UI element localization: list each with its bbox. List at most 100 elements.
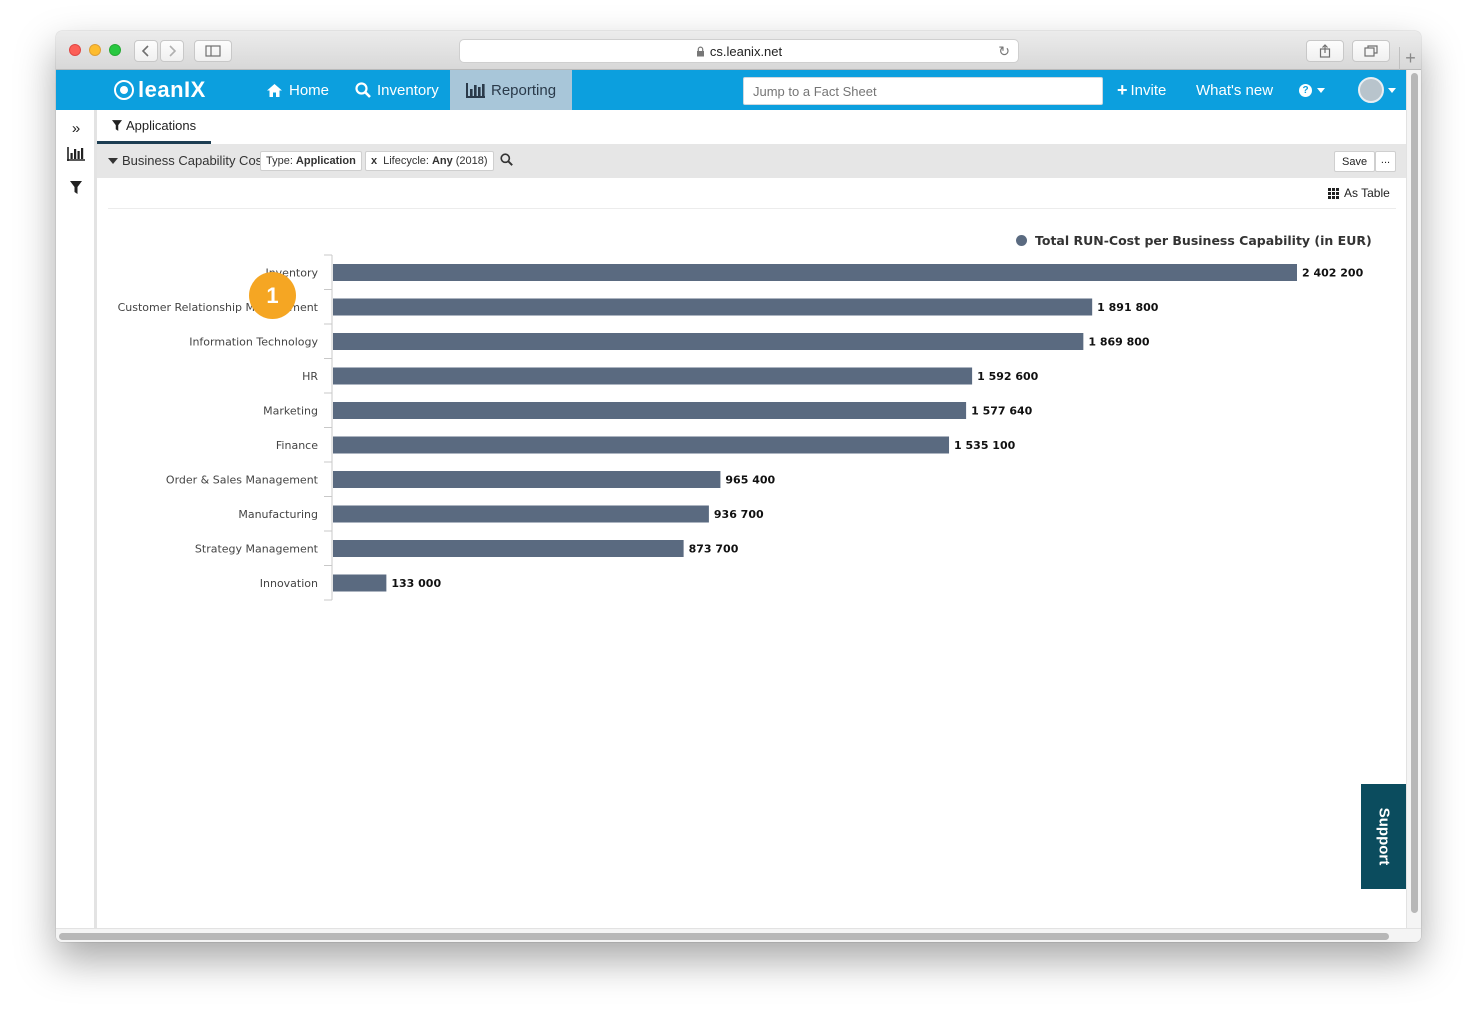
legend-marker xyxy=(1016,235,1027,246)
lifecycle-filter-chip[interactable]: x Lifecycle: Any (2018) xyxy=(365,151,494,171)
whats-new-label: What's new xyxy=(1196,81,1274,99)
whats-new-link[interactable]: What's new xyxy=(1196,70,1273,110)
bar-chart-icon xyxy=(466,82,485,98)
category-tick-label: Innovation xyxy=(260,577,318,590)
tabs-icon xyxy=(1364,45,1378,57)
bar[interactable] xyxy=(333,540,684,557)
reload-icon[interactable]: ↻ xyxy=(998,43,1010,59)
close-window-button[interactable] xyxy=(69,44,81,56)
bar-value-label: 1 891 800 xyxy=(1097,301,1159,314)
chevron-right-icon xyxy=(169,45,177,57)
nav-inventory[interactable]: Inventory xyxy=(355,70,439,110)
filter-icon xyxy=(112,120,122,131)
nav-home-label: Home xyxy=(289,81,330,99)
more-options-button[interactable]: ... xyxy=(1375,151,1396,172)
bar[interactable] xyxy=(333,402,967,419)
category-tick-label: Strategy Management xyxy=(195,543,319,556)
divider xyxy=(108,208,1396,209)
bar-value-label: 1 535 100 xyxy=(954,439,1016,452)
bar[interactable] xyxy=(333,505,709,523)
invite-label: Invite xyxy=(1130,81,1167,99)
report-content: Applications Business Capability Cost Ty… xyxy=(97,110,1406,928)
filter-icon[interactable] xyxy=(66,181,86,198)
back-button[interactable] xyxy=(134,40,158,62)
type-filter-label: Type: xyxy=(266,155,293,167)
share-icon xyxy=(1319,44,1331,58)
address-bar[interactable]: cs.leanix.net ↻ xyxy=(459,39,1019,63)
chart-legend[interactable]: Total RUN-Cost per Business Capability (… xyxy=(1016,233,1372,248)
help-menu[interactable]: ? xyxy=(1299,70,1325,110)
type-filter-chip[interactable]: Type: Application xyxy=(260,151,362,171)
expand-sidebar-icon[interactable]: » xyxy=(71,120,81,137)
sidebar-icon xyxy=(205,45,221,57)
jump-to-fact-sheet-input[interactable] xyxy=(743,77,1103,105)
category-tick-label: Manufacturing xyxy=(238,508,318,521)
new-tab-button[interactable]: + xyxy=(1399,47,1421,70)
bar-value-label: 873 700 xyxy=(689,543,739,556)
tab-applications-label: Applications xyxy=(126,118,197,133)
vertical-scroll-thumb[interactable] xyxy=(1411,73,1418,913)
type-filter-value: Application xyxy=(295,155,356,167)
bar[interactable] xyxy=(333,436,950,454)
search-icon[interactable] xyxy=(500,153,513,166)
caret-down-icon xyxy=(1317,87,1325,93)
lifecycle-filter-label: Lifecycle: xyxy=(383,155,429,167)
category-tick-label: Finance xyxy=(276,439,318,452)
share-button[interactable] xyxy=(1306,40,1344,62)
category-tick-label: Information Technology xyxy=(189,336,318,349)
as-table-toggle[interactable]: As Table xyxy=(1328,186,1390,200)
as-table-label: As Table xyxy=(1344,186,1390,200)
bar[interactable] xyxy=(333,367,973,385)
url-text: cs.leanix.net xyxy=(709,43,783,59)
bar[interactable] xyxy=(333,574,387,592)
support-tab[interactable]: Support xyxy=(1361,784,1406,889)
minimize-window-button[interactable] xyxy=(89,44,101,56)
category-tick-label: Marketing xyxy=(263,405,318,418)
table-grid-icon xyxy=(1328,187,1339,199)
bar[interactable] xyxy=(333,298,1093,316)
sidebar-toggle-button[interactable] xyxy=(194,40,232,62)
horizontal-scroll-thumb[interactable] xyxy=(59,933,1389,940)
tab-applications[interactable]: Applications xyxy=(97,110,211,144)
category-tick-label: Order & Sales Management xyxy=(166,474,319,487)
invite-button[interactable]: + Invite xyxy=(1117,70,1166,110)
step-badge: 1 xyxy=(249,272,296,319)
lifecycle-filter-value: Any xyxy=(431,155,453,167)
logo-text: leanIX xyxy=(138,77,206,102)
bar[interactable] xyxy=(333,471,721,488)
browser-titlebar: cs.leanix.net ↻ + xyxy=(56,31,1421,70)
bar-value-label: 965 400 xyxy=(725,474,775,487)
caret-down-icon[interactable] xyxy=(1388,88,1396,93)
remove-filter-icon[interactable]: x xyxy=(371,155,378,167)
horizontal-scrollbar[interactable] xyxy=(56,928,1421,942)
tabs-overview-button[interactable] xyxy=(1352,40,1390,62)
nav-home[interactable]: Home xyxy=(266,70,329,110)
bar[interactable] xyxy=(333,333,1084,350)
bar-chart-icon[interactable] xyxy=(66,147,86,165)
bar-value-label: 133 000 xyxy=(391,577,441,590)
home-icon xyxy=(267,83,282,97)
bar-value-label: 936 700 xyxy=(714,508,764,521)
user-avatar[interactable] xyxy=(1358,77,1384,103)
help-icon: ? xyxy=(1299,83,1312,97)
search-icon xyxy=(355,82,371,98)
nav-inventory-label: Inventory xyxy=(377,81,439,99)
bar-value-label: 1 592 600 xyxy=(977,370,1039,383)
category-tick-label: HR xyxy=(302,370,318,383)
vertical-scrollbar[interactable] xyxy=(1406,70,1421,928)
caret-down-icon xyxy=(108,157,118,164)
lock-icon xyxy=(696,46,704,56)
report-name-label: Business Capability Cost xyxy=(122,153,266,168)
zoom-window-button[interactable] xyxy=(109,44,121,56)
browser-window: cs.leanix.net ↻ + leanIX Home Inventory … xyxy=(56,31,1421,942)
save-button[interactable]: Save xyxy=(1334,151,1376,172)
forward-button[interactable] xyxy=(160,40,184,62)
report-selector[interactable]: Business Capability Cost xyxy=(108,153,266,168)
leanix-logo[interactable]: leanIX xyxy=(114,77,206,102)
plus-icon: + xyxy=(1117,79,1128,100)
nav-reporting[interactable]: Reporting xyxy=(450,70,573,110)
logo-icon xyxy=(114,80,134,100)
bar[interactable] xyxy=(333,264,1297,281)
support-label: Support xyxy=(1375,807,1392,866)
